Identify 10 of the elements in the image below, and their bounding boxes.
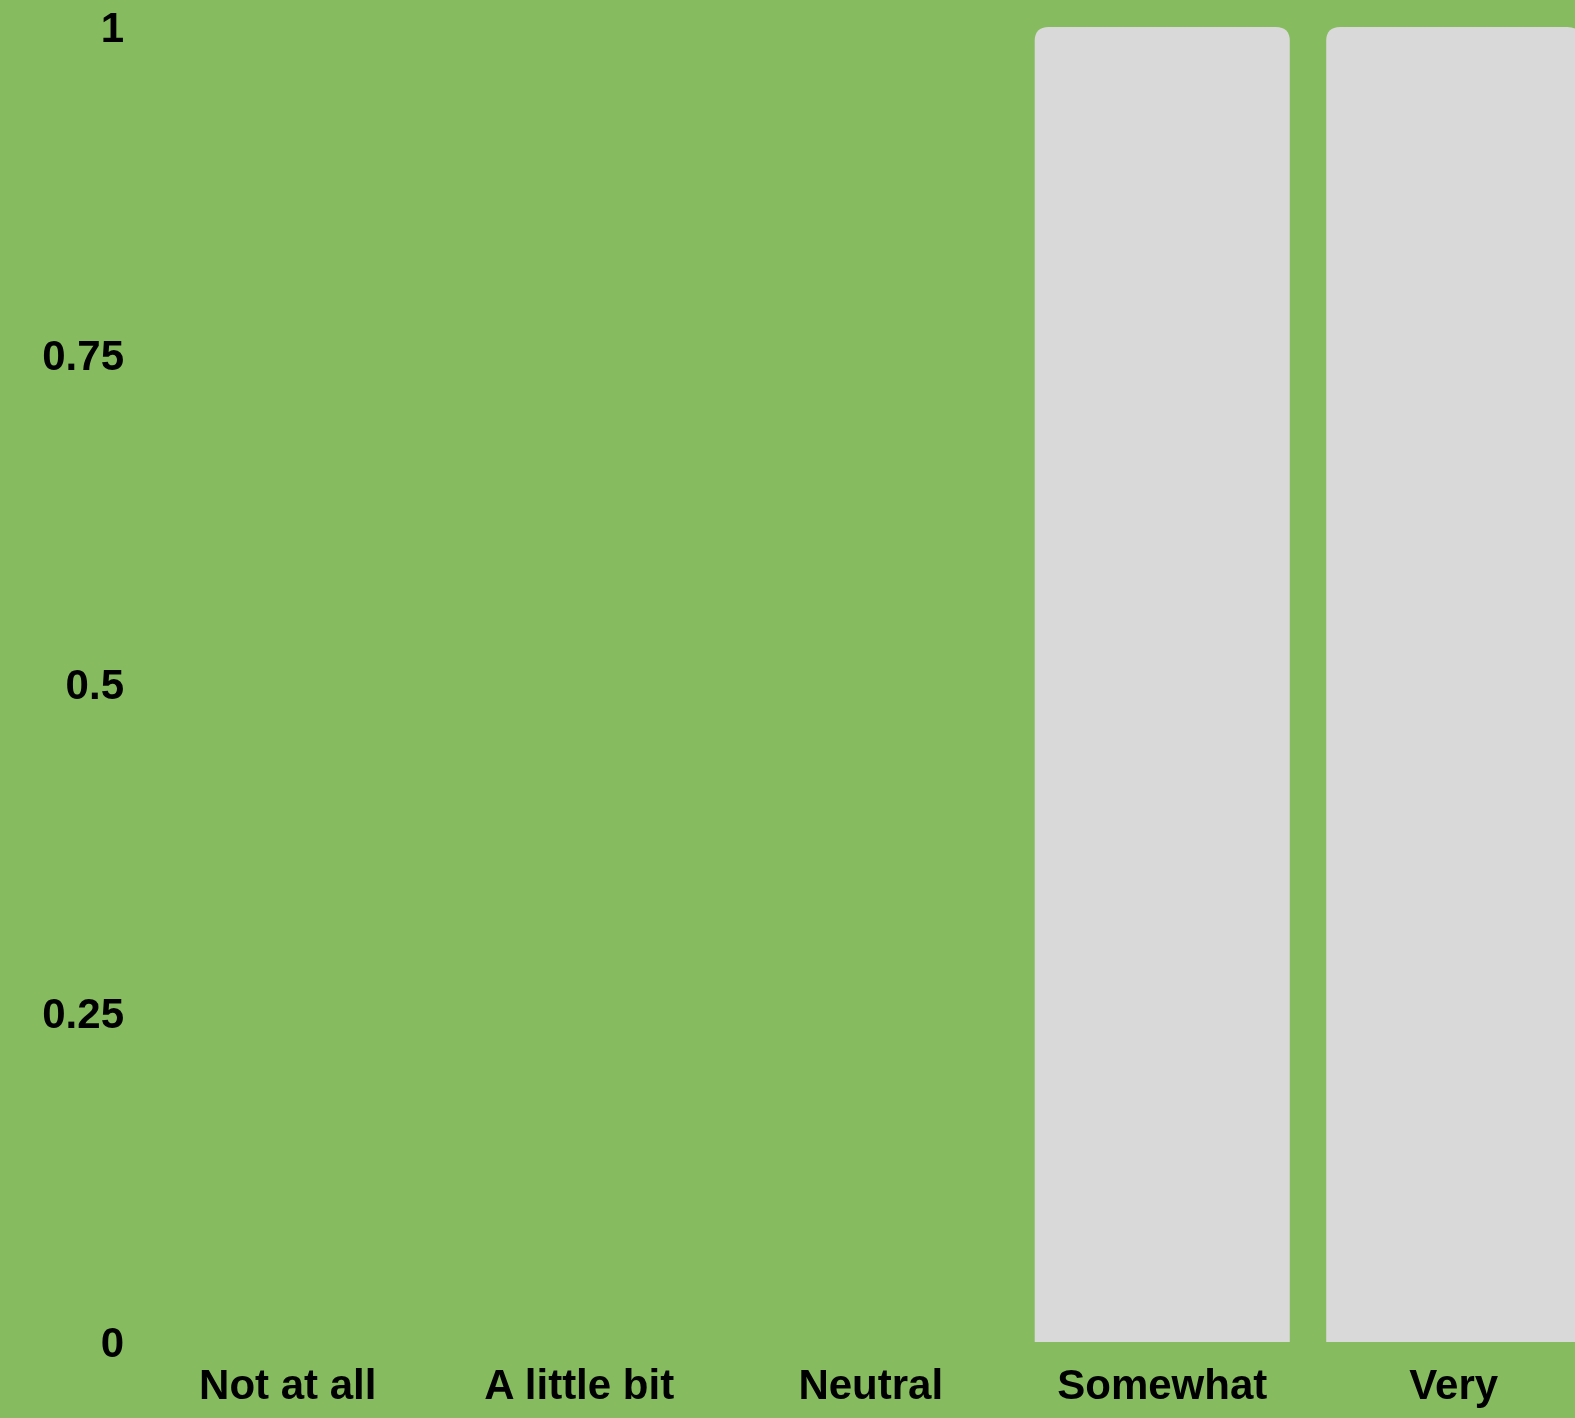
y-tick-label: 0.75 — [42, 332, 124, 380]
y-tick-label: 0 — [100, 1318, 124, 1366]
x-tick-label: Somewhat — [1057, 1360, 1268, 1408]
x-tick-label: Very — [1409, 1360, 1499, 1408]
y-tick-label: 0.5 — [65, 661, 124, 709]
y-tick-label: 0.25 — [42, 989, 124, 1037]
x-tick-label: Not at all — [199, 1360, 377, 1408]
x-tick-label: A little bit — [484, 1360, 675, 1408]
x-tick-label: Neutral — [798, 1360, 944, 1408]
y-tick-label: 1 — [100, 3, 124, 51]
